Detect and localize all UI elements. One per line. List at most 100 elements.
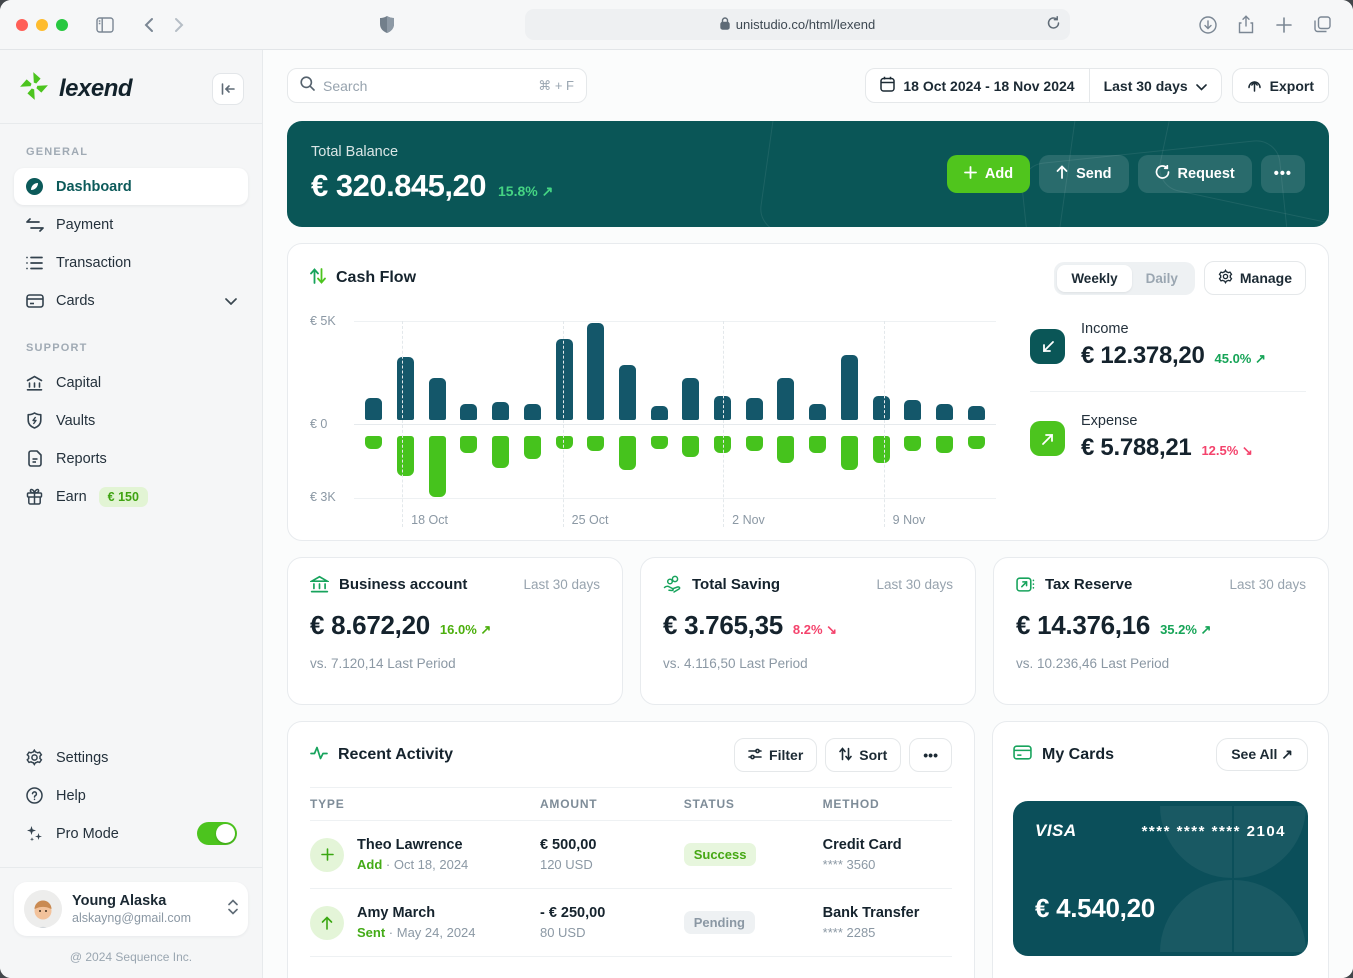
sidebar-collapse-button[interactable] [212,72,244,105]
selector-chevrons-icon [228,898,238,920]
search-box[interactable]: ⌘ + F [287,68,587,103]
vertical-gridline [883,321,885,527]
search-input[interactable] [323,77,531,94]
decorative-petal [1160,806,1232,878]
share-button[interactable] [1231,10,1261,40]
income-trend: 45.0% ↗ [1214,351,1266,366]
arrow-down-left-icon [1030,329,1065,364]
income-summary: Income € 12.378,20 45.0% ↗ [1030,321,1306,370]
export-label: Export [1269,77,1314,94]
sidebar-item-label: Help [56,787,86,804]
visa-card: VISA **** **** **** 2104 € 4.540,20 [1013,801,1308,956]
income-label: Income [1081,321,1129,337]
pro-mode-toggle[interactable] [197,822,237,845]
expense-bar [777,436,795,463]
sidebar-item-transaction[interactable]: Transaction [14,244,248,281]
table-row[interactable]: Amy March Sent · May 24, 2024 - € 250,00… [310,889,952,957]
see-all-button[interactable]: See All ↗ [1216,738,1308,771]
tx-amount: € 500,00 [539,837,597,853]
x-axis-labels: 18 Oct 25 Oct 2 Nov 9 Nov [354,513,996,533]
tx-name: Amy March [357,905,436,921]
activity-more-button[interactable]: ••• [909,738,952,772]
add-button[interactable]: Add [946,155,1031,193]
document-icon [25,450,44,467]
expense-value: € 5.788,21 [1081,434,1192,461]
stat-title: Business account [339,575,468,593]
forward-button[interactable] [164,10,194,40]
total-saving-card: Total Saving Last 30 days € 3.765,35 8.2… [640,557,976,705]
profile-menu[interactable]: Young Alaska alskayng@gmail.com [14,882,248,936]
tab-overview-button[interactable] [1307,10,1337,40]
sort-arrows-icon [839,746,853,764]
expense-bar [809,436,827,453]
stat-compare: vs. 4.116,50 Last Period [663,656,808,671]
bars-down [358,436,992,499]
minimize-window-button[interactable] [36,18,48,31]
x-axis-label: 9 Nov [892,513,926,527]
income-bar [714,396,732,420]
manage-button[interactable]: Manage [1203,261,1306,295]
sidebar-item-pro-mode[interactable]: Pro Mode [14,815,248,852]
request-button[interactable]: Request [1137,155,1252,193]
date-range-button[interactable]: 18 Oct 2024 - 18 Nov 2024 [866,69,1088,102]
income-bar [365,398,383,420]
filter-button[interactable]: Filter [734,738,818,772]
downloads-button[interactable] [1193,10,1223,40]
income-bar [809,404,827,420]
reload-icon[interactable] [1047,16,1060,33]
avatar [24,890,62,928]
arrow-up-icon [310,905,344,940]
income-expense-panel: Income € 12.378,20 45.0% ↗ [996,321,1306,533]
stat-period: Last 30 days [876,576,953,592]
more-actions-button[interactable]: ••• [1260,155,1305,193]
card-icon [25,293,44,308]
x-axis-label: 18 Oct [411,513,448,527]
period-tabs: Weekly Daily [1054,261,1195,295]
tab-daily[interactable]: Daily [1145,270,1178,286]
sidebar-item-earn[interactable]: Earn € 150 [14,478,248,515]
tx-amount: - € 250,00 [539,905,606,921]
sidebar-item-cards[interactable]: Cards [14,282,248,319]
sidebar-item-dashboard[interactable]: Dashboard [14,168,248,205]
expense-label: Expense [1081,413,1138,429]
sidebar-item-label: Payment [56,216,114,233]
tx-date: May 24, 2024 [396,925,476,940]
back-button[interactable] [134,10,164,40]
period-select[interactable]: Last 30 days [1090,69,1221,102]
income-bar [650,406,668,420]
send-button[interactable]: Send [1039,155,1129,193]
income-bar [523,404,541,420]
help-icon [25,787,44,804]
browser-chrome: unistudio.co/html/lexend [0,0,1353,50]
sidebar-item-capital[interactable]: Capital [14,364,248,401]
expense-bar [618,436,636,470]
table-row[interactable]: Theo Lawrence Add · Oct 18, 2024 € 500,0… [310,821,952,889]
period-text: Last 30 days [1103,77,1188,94]
export-icon [1247,77,1262,95]
new-tab-button[interactable] [1269,10,1299,40]
tab-weekly[interactable]: Weekly [1057,264,1132,292]
card-stack[interactable]: VISA **** **** **** 2104 € 4.540,20 [1013,801,1308,956]
privacy-shield-icon[interactable] [372,10,402,40]
url-bar[interactable]: unistudio.co/html/lexend [525,9,1070,40]
pulse-icon [310,746,328,765]
income-bar [587,323,605,420]
income-bar [967,406,985,420]
sort-button[interactable]: Sort [825,738,902,772]
close-window-button[interactable] [16,18,28,31]
income-bar [428,378,446,420]
expense-bar [904,436,922,451]
sidebar-item-vaults[interactable]: Vaults [14,402,248,439]
browser-sidebar-toggle-icon[interactable] [90,10,120,40]
sidebar-item-payment[interactable]: Payment [14,206,248,243]
sidebar-item-reports[interactable]: Reports [14,440,248,477]
tax-reserve-card: Tax Reserve Last 30 days € 14.376,16 35.… [993,557,1329,705]
zoom-window-button[interactable] [56,18,68,31]
sidebar-item-help[interactable]: Help [14,777,248,814]
expense-bar [967,436,985,449]
y-axis-label: € 5K [310,314,336,328]
sidebar-item-settings[interactable]: Settings [14,739,248,776]
plus-icon [964,165,977,183]
export-button[interactable]: Export [1231,68,1329,103]
